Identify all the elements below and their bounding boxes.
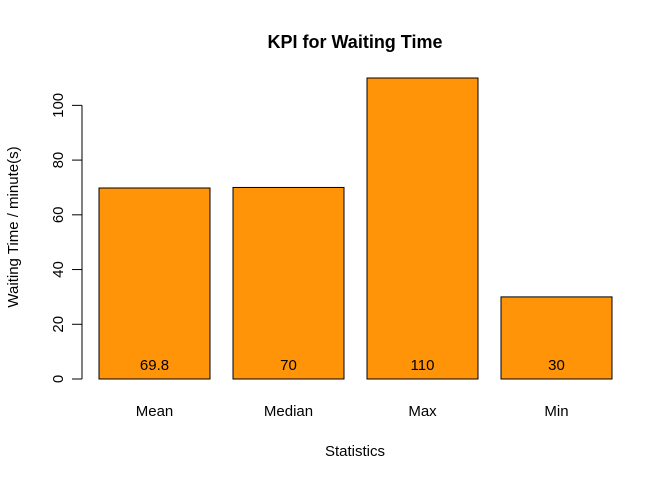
x-axis-label: Statistics (325, 443, 385, 460)
data-label-mean: 69.8 (140, 357, 169, 374)
x-tick-label-mean: Mean (136, 403, 174, 420)
chart-title: KPI for Waiting Time (267, 32, 442, 52)
bar-mean (98, 187, 211, 380)
y-tick-label: 0 (50, 375, 67, 383)
bar-median (232, 186, 345, 380)
data-label-median: 70 (280, 357, 297, 374)
y-axis: 0 20 40 60 80 100 (50, 93, 83, 383)
x-tick-label-min: Min (544, 403, 568, 420)
x-tick-label-median: Median (264, 403, 313, 420)
x-tick-label-max: Max (408, 403, 437, 420)
bar-min (500, 296, 613, 380)
y-tick-label: 100 (50, 93, 67, 118)
y-tick-label: 40 (50, 261, 67, 278)
data-label-min: 30 (548, 357, 565, 374)
bars: 69.8 70 110 30 (98, 77, 613, 380)
y-tick-label: 80 (50, 152, 67, 169)
bar-max (366, 77, 479, 380)
y-axis-label: Waiting Time / minute(s) (5, 146, 22, 307)
data-label-max: 110 (411, 357, 435, 374)
y-tick-label: 60 (50, 206, 67, 223)
y-tick-label: 20 (50, 316, 67, 333)
x-axis-tick-labels: Mean Median Max Min (136, 403, 569, 420)
